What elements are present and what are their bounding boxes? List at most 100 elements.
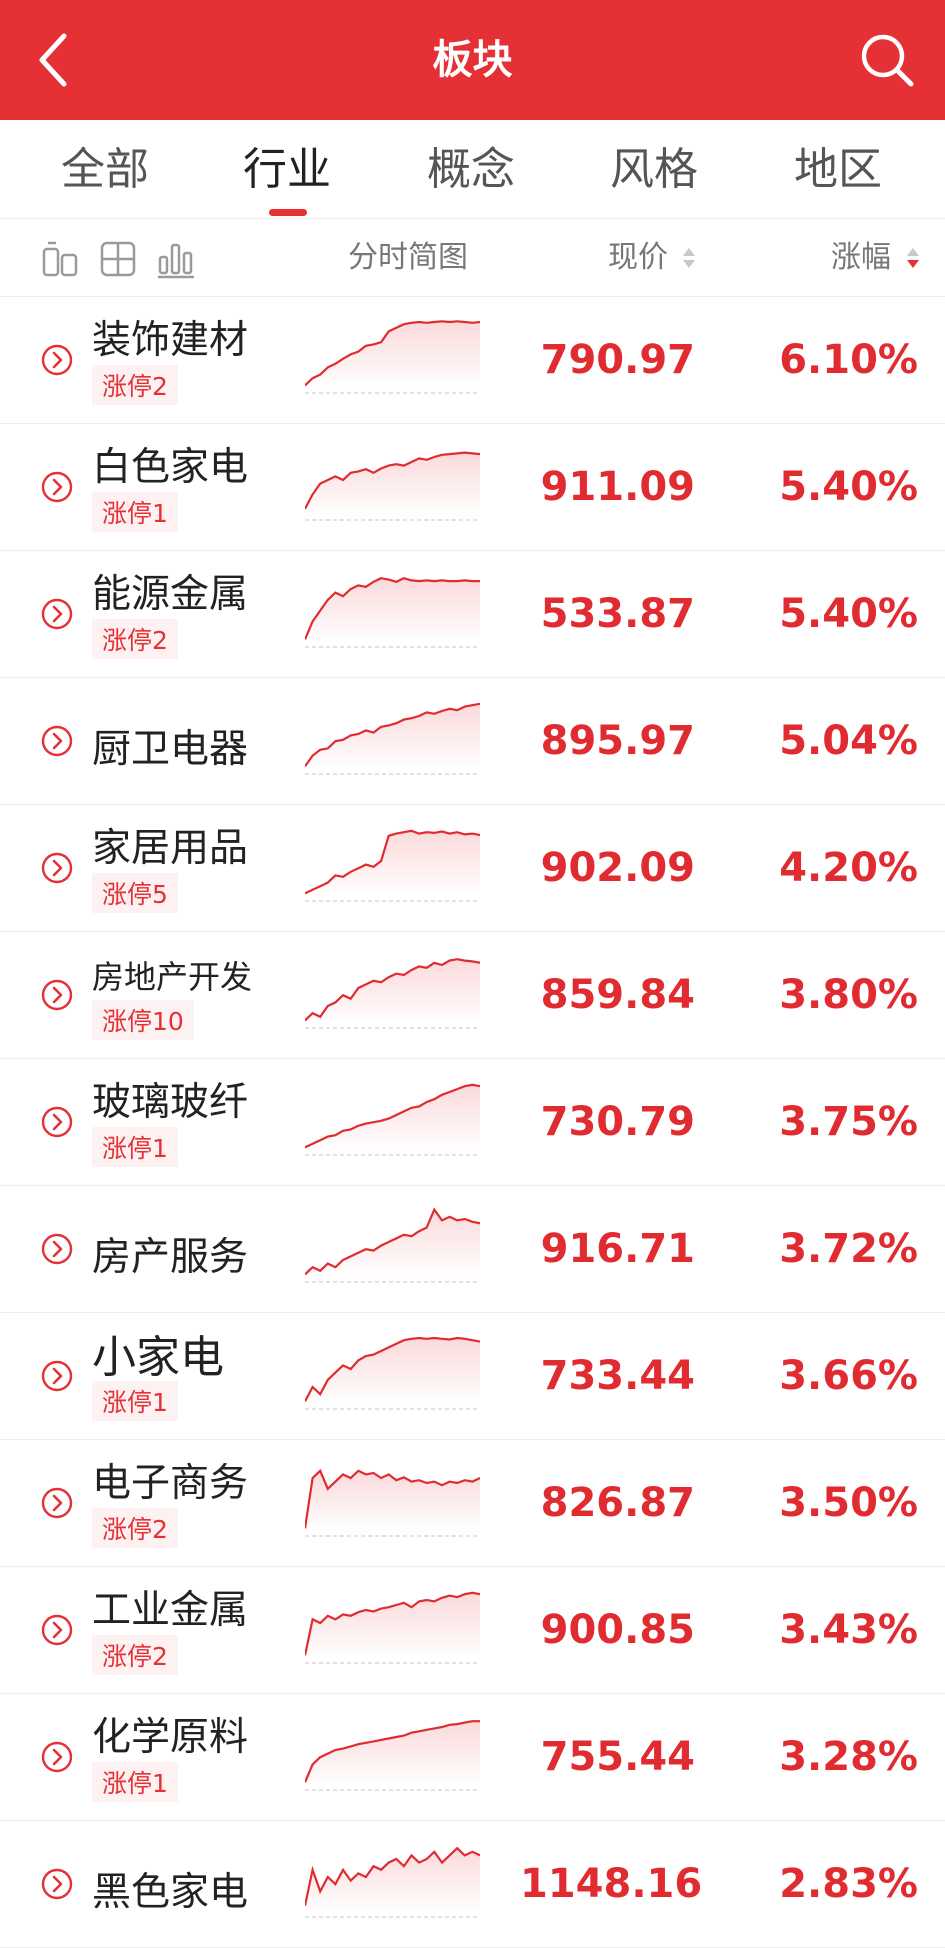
limit-up-badge: 涨停1	[92, 1381, 178, 1421]
change-percent: 3.50%	[779, 1480, 918, 1526]
sector-name: 能源金属	[92, 572, 249, 617]
sparkline-area	[305, 959, 480, 1024]
sector-row[interactable]: 黑色家电 1148.16 2.83%	[0, 1821, 945, 1948]
sector-row[interactable]: 房地产开发 涨停10 859.84 3.80%	[0, 932, 945, 1059]
intraday-sparkline	[305, 1207, 480, 1283]
intraday-sparkline	[305, 1846, 480, 1918]
tab-label: 概念	[427, 144, 515, 195]
chevron-right-circle-icon[interactable]	[40, 978, 74, 1012]
sector-name: 黑色家电	[92, 1870, 249, 1915]
current-price: 1148.16	[520, 1861, 703, 1907]
sparkline-line	[305, 1083, 480, 1149]
tab-label: 全部	[61, 144, 149, 195]
sparkline-line	[305, 702, 480, 768]
category-tabs: 全部 行业 概念 风格 地区	[0, 120, 945, 219]
sector-row[interactable]: 房产服务 916.71 3.72%	[0, 1186, 945, 1313]
chevron-right-circle-icon[interactable]	[40, 1359, 74, 1393]
price-column-label[interactable]: 现价	[608, 240, 668, 275]
column-header: 分时简图 现价 涨幅	[0, 219, 945, 297]
intraday-sparkline	[305, 702, 480, 775]
change-percent: 3.75%	[779, 1099, 918, 1145]
current-price: 790.97	[540, 337, 695, 383]
sector-row[interactable]: 白色家电 涨停1 911.09 5.40%	[0, 424, 945, 551]
change-percent: 5.40%	[779, 591, 918, 637]
chevron-right-circle-icon[interactable]	[40, 1613, 74, 1647]
chevron-right-circle-icon[interactable]	[40, 1105, 74, 1139]
current-price: 730.79	[540, 1099, 695, 1145]
chevron-right-circle-icon[interactable]	[40, 724, 74, 758]
limit-up-badge: 涨停2	[92, 1508, 178, 1548]
intraday-sparkline	[305, 577, 480, 648]
sector-row[interactable]: 小家电 涨停1 733.44 3.66%	[0, 1313, 945, 1440]
search-icon[interactable]	[857, 30, 917, 90]
list-view-icon[interactable]	[40, 239, 80, 279]
sector-name: 化学原料	[92, 1715, 249, 1760]
tab-industry[interactable]: 行业	[207, 120, 367, 218]
chevron-left-icon[interactable]	[30, 28, 82, 92]
change-column-label[interactable]: 涨幅	[831, 240, 891, 275]
sector-row[interactable]: 化学原料 涨停1 755.44 3.28%	[0, 1694, 945, 1821]
chevron-right-circle-icon[interactable]	[40, 597, 74, 631]
tab-style[interactable]: 风格	[574, 120, 734, 218]
tab-region[interactable]: 地区	[758, 120, 918, 218]
intraday-sparkline	[305, 1591, 480, 1664]
current-price: 533.87	[540, 591, 695, 637]
sector-name: 厨卫电器	[92, 727, 249, 772]
chevron-right-circle-icon[interactable]	[40, 343, 74, 377]
sector-name: 房地产开发	[92, 958, 253, 996]
sparkline-line	[305, 451, 480, 510]
grid-view-icon[interactable]	[98, 239, 138, 279]
sparkline-area	[305, 703, 480, 770]
sparkline-line	[305, 1720, 480, 1783]
chevron-right-circle-icon[interactable]	[40, 1740, 74, 1774]
sector-row[interactable]: 家居用品 涨停5 902.09 4.20%	[0, 805, 945, 932]
change-percent: 3.80%	[779, 972, 918, 1018]
chevron-right-circle-icon[interactable]	[40, 851, 74, 885]
app-header: 板块	[0, 0, 945, 120]
limit-up-badge: 涨停1	[92, 492, 178, 532]
intraday-sparkline	[305, 958, 480, 1029]
bar-chart-view-icon[interactable]	[156, 239, 196, 279]
chevron-right-circle-icon[interactable]	[40, 470, 74, 504]
sparkline-line	[305, 577, 480, 640]
sector-name: 玻璃玻纤	[92, 1080, 249, 1125]
chevron-right-circle-icon[interactable]	[40, 1867, 74, 1901]
sector-row[interactable]: 工业金属 涨停2 900.85 3.43%	[0, 1567, 945, 1694]
sparkline-area	[305, 452, 480, 516]
sector-row[interactable]: 玻璃玻纤 涨停1 730.79 3.75%	[0, 1059, 945, 1186]
limit-up-badge: 涨停1	[92, 1762, 178, 1802]
change-percent: 3.43%	[779, 1607, 918, 1653]
change-percent: 4.20%	[779, 845, 918, 891]
sparkline-area	[305, 578, 480, 643]
sparkline-line	[305, 1207, 480, 1276]
sector-row[interactable]: 厨卫电器 895.97 5.04%	[0, 678, 945, 805]
sector-name: 房产服务	[92, 1235, 249, 1280]
sparkline-line	[305, 1468, 480, 1529]
sparkline-area	[305, 1470, 480, 1532]
sparkline-area	[305, 321, 480, 389]
sparkline-line	[305, 1336, 480, 1402]
tab-label: 风格	[610, 144, 698, 195]
current-price: 900.85	[540, 1607, 695, 1653]
tab-label: 行业	[243, 144, 331, 195]
tab-label: 地区	[794, 144, 882, 195]
chevron-right-circle-icon[interactable]	[40, 1486, 74, 1520]
current-price: 733.44	[540, 1353, 695, 1399]
chevron-right-circle-icon[interactable]	[40, 1232, 74, 1266]
sparkline-line	[305, 1846, 480, 1907]
sparkline-area	[305, 1209, 480, 1278]
tab-concept[interactable]: 概念	[391, 120, 551, 218]
tab-all[interactable]: 全部	[25, 120, 185, 218]
sector-row[interactable]: 装饰建材 涨停2 790.97 6.10%	[0, 297, 945, 424]
sparkline-line	[305, 829, 480, 895]
sector-name: 工业金属	[92, 1588, 249, 1633]
sector-row[interactable]: 能源金属 涨停2 533.87 5.40%	[0, 551, 945, 678]
sector-name: 装饰建材	[92, 318, 249, 363]
sort-descending-icon[interactable]	[906, 246, 920, 270]
sector-row[interactable]: 电子商务 涨停2 826.87 3.50%	[0, 1440, 945, 1567]
change-percent: 5.40%	[779, 464, 918, 510]
limit-up-badge: 涨停1	[92, 1127, 178, 1167]
chart-column-label: 分时简图	[348, 240, 468, 275]
sort-neutral-icon[interactable]	[682, 246, 696, 270]
sector-list: 装饰建材 涨停2 790.97 6.10% 白色家电 涨停1 911.09 5.40% 能源金属…	[0, 297, 945, 1948]
